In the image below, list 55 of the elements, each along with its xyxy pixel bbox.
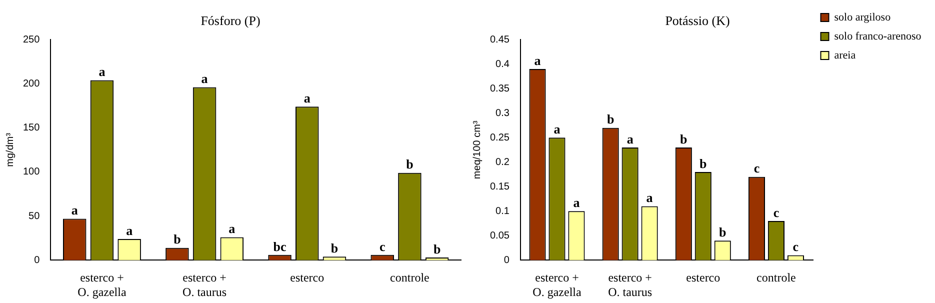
x-tick-label: controle bbox=[390, 270, 430, 285]
x-tick-label: esterco bbox=[290, 270, 324, 285]
data-label: b bbox=[719, 224, 726, 240]
data-label: b bbox=[700, 156, 707, 171]
data-label: a bbox=[98, 64, 106, 80]
data-label: b bbox=[680, 131, 688, 146]
legend-label: solo franco-arenoso bbox=[834, 30, 922, 42]
data-label: b bbox=[433, 241, 441, 256]
data-label: a bbox=[228, 221, 236, 236]
x-tick-label: esterco + O. taurus bbox=[608, 270, 652, 299]
y-tick-label: 0.3 bbox=[496, 108, 510, 119]
y-tick-label: 100 bbox=[22, 166, 40, 178]
data-label: a bbox=[126, 222, 134, 238]
data-label: a bbox=[554, 122, 561, 137]
data-label: c bbox=[379, 238, 386, 254]
y-axis-title: meq/100 cm³ bbox=[472, 120, 483, 180]
y-tick-label: 0.35 bbox=[490, 83, 510, 94]
x-tick-label: esterco + O. gazella bbox=[78, 270, 127, 299]
data-label: c bbox=[773, 204, 780, 220]
y-tick-label: 0.45 bbox=[490, 34, 510, 46]
y-tick-label: 0.15 bbox=[490, 181, 510, 192]
data-label: b bbox=[174, 232, 181, 247]
legend-label: solo argiloso bbox=[834, 11, 892, 24]
y-tick-label: 250 bbox=[22, 34, 40, 46]
x-tick-label: esterco bbox=[686, 270, 720, 285]
y-tick-label: 200 bbox=[22, 78, 40, 90]
y-tick-label: 0.25 bbox=[490, 132, 510, 144]
data-label: c bbox=[754, 160, 760, 176]
data-label: b bbox=[406, 156, 414, 172]
x-tick-label: controle bbox=[756, 270, 796, 285]
y-tick-label: 0.1 bbox=[496, 206, 510, 217]
x-tick-label: esterco + O. gazella bbox=[532, 270, 582, 299]
data-label: a bbox=[71, 202, 78, 218]
data-label: b bbox=[606, 112, 614, 127]
y-tick-label: 50 bbox=[28, 210, 40, 222]
chart-title: Fósforo (P) bbox=[200, 13, 260, 28]
data-label: a bbox=[534, 52, 542, 68]
data-label: b bbox=[330, 240, 338, 256]
y-tick-label: 0.05 bbox=[490, 230, 510, 242]
y-axis-title: mg/dm³ bbox=[4, 132, 16, 167]
y-tick-label: 0 bbox=[504, 254, 510, 266]
data-label: a bbox=[626, 131, 634, 146]
y-tick-label: 150 bbox=[22, 122, 40, 134]
data-label: bc bbox=[273, 238, 287, 254]
data-label: a bbox=[573, 195, 580, 210]
y-tick-label: 0.4 bbox=[496, 58, 510, 70]
data-label: a bbox=[646, 190, 654, 206]
chart-title: Potássio (K) bbox=[665, 13, 730, 28]
y-tick-label: 0.2 bbox=[496, 156, 510, 168]
data-label: a bbox=[304, 90, 311, 106]
y-tick-label: 0 bbox=[34, 254, 40, 266]
data-label: a bbox=[201, 71, 208, 86]
legend-label: areia bbox=[834, 49, 856, 62]
x-tick-label: esterco + O. taurus bbox=[182, 270, 227, 299]
data-label: c bbox=[792, 239, 799, 254]
